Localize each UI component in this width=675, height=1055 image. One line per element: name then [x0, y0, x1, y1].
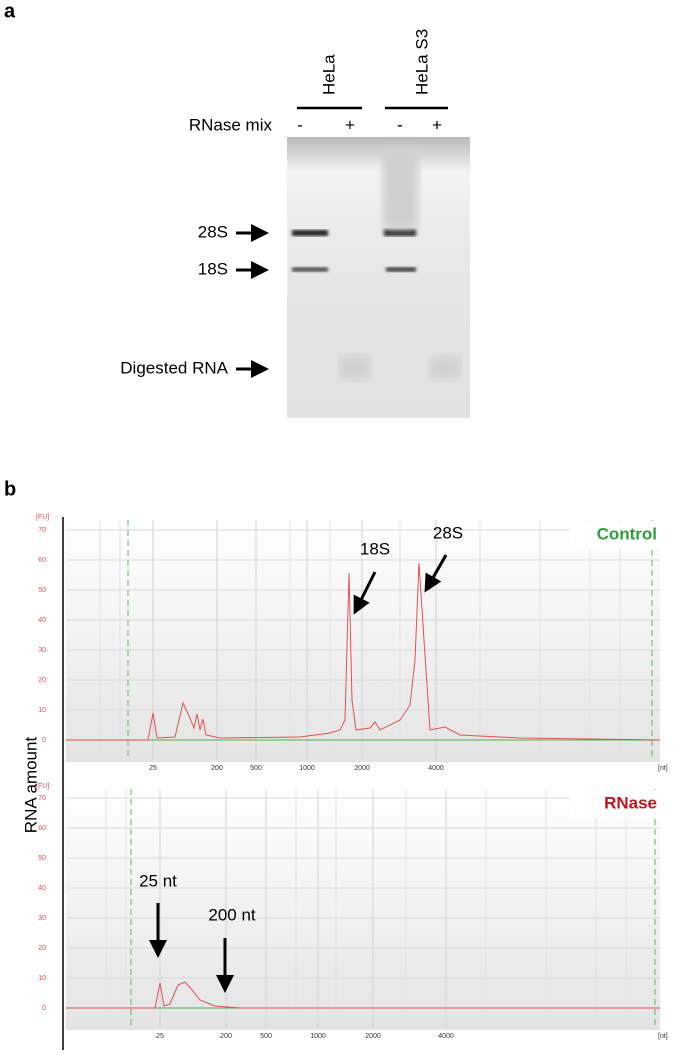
- y-tick-label: 60: [38, 825, 46, 832]
- y-unit: [FU]: [36, 514, 49, 521]
- lane-label: HeLa S3: [412, 29, 431, 95]
- sign: -: [297, 115, 303, 134]
- band-label: 18S: [198, 259, 228, 278]
- x-tick-label: 500: [250, 765, 262, 772]
- x-tick-label: 500: [260, 1033, 272, 1040]
- y-tick-label: 70: [38, 527, 46, 534]
- y-tick-label: 30: [38, 647, 46, 654]
- annotation-arrow: [424, 554, 448, 593]
- y-tick-label: 10: [38, 707, 46, 714]
- sign: +: [432, 115, 442, 134]
- sign: +: [345, 115, 355, 134]
- annotation: 18S: [360, 539, 390, 558]
- chart-title: Control: [597, 524, 657, 543]
- annotation: 25 nt: [139, 871, 177, 890]
- y-tick-label: 60: [38, 557, 46, 564]
- panel-label: a: [4, 0, 16, 22]
- y-tick-label: 70: [38, 795, 46, 802]
- trace: [66, 562, 661, 741]
- band-label: 28S: [198, 222, 228, 241]
- chart-title: RNase: [604, 793, 657, 812]
- x-unit: [nt]: [658, 1033, 668, 1040]
- trace: [66, 981, 660, 1009]
- y-tick-label: 40: [38, 617, 46, 624]
- treatment-label: RNase mix: [189, 115, 273, 134]
- electropherograms: 25 200 500 1000 2000 4000010203040506070[FU][…: [36, 514, 668, 1040]
- y-tick-label: 10: [38, 975, 46, 982]
- plot-background: [66, 789, 660, 1030]
- x-tick-label: 2000: [365, 1033, 381, 1040]
- gel-image: [287, 137, 470, 418]
- y-tick-label: 20: [38, 677, 46, 684]
- annotation-arrow: [353, 571, 377, 615]
- x-tick-label: 25: [149, 765, 157, 772]
- y-tick-label: 0: [42, 1005, 46, 1012]
- y-tick-label: 50: [38, 855, 46, 862]
- x-tick-label: 4000: [428, 765, 444, 772]
- x-tick-label: 2000: [354, 765, 370, 772]
- x-tick-label: 25: [156, 1033, 164, 1040]
- x-tick-label: 200: [211, 765, 223, 772]
- x-unit: [nt]: [658, 765, 668, 772]
- y-tick-label: 40: [38, 885, 46, 892]
- title-box: [570, 521, 660, 549]
- band-label: Digested RNA: [120, 358, 228, 377]
- sign: -: [397, 115, 403, 134]
- title-box: [570, 790, 660, 818]
- annotation: 28S: [433, 523, 463, 542]
- y-tick-label: 30: [38, 915, 46, 922]
- x-tick-label: 200: [220, 1033, 232, 1040]
- annotation: 200 nt: [208, 905, 256, 924]
- panel-label: b: [4, 478, 16, 500]
- y-unit: [FU]: [36, 783, 49, 790]
- x-tick-label: 1000: [299, 765, 315, 772]
- x-tick-label: 4000: [438, 1033, 454, 1040]
- y-tick-label: 20: [38, 945, 46, 952]
- y-tick-label: 0: [42, 737, 46, 744]
- y-tick-label: 50: [38, 587, 46, 594]
- lane-label: HeLa: [319, 54, 338, 95]
- x-tick-label: 1000: [310, 1033, 326, 1040]
- y-axis-label: RNA amount: [21, 737, 40, 834]
